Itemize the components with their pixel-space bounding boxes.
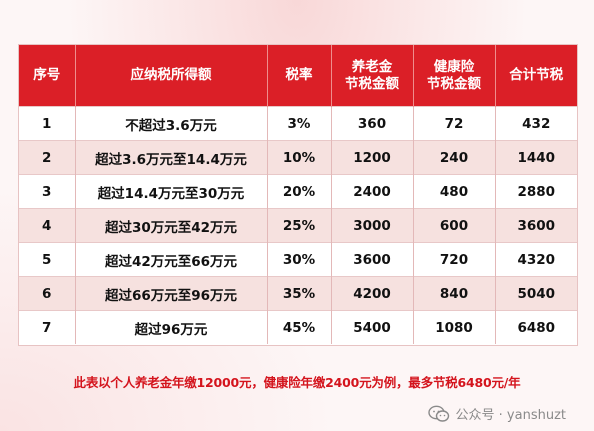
cell-rate: 20%: [267, 174, 332, 209]
header-taxable-income: 应纳税所得额: [75, 45, 268, 107]
cell-income: 超过66万元至96万元: [75, 276, 268, 311]
cell-index: 7: [19, 310, 76, 344]
cell-pension: 360: [331, 106, 414, 141]
cell-rate: 25%: [267, 208, 332, 243]
cell-rate: 3%: [267, 106, 332, 141]
header-pension-saving: 养老金 节税金额: [331, 45, 414, 107]
table-row: 1 不超过3.6万元 3% 360 72 432: [19, 106, 577, 141]
cell-total: 432: [495, 106, 577, 141]
cell-health: 1080: [413, 310, 496, 344]
tax-table-card: 序号 应纳税所得额 税率 养老金 节税金额 健康险 节税金额 合计节税 1 不超过3…: [18, 44, 578, 346]
cell-rate: 30%: [267, 242, 332, 277]
cell-income: 超过14.4万元至30万元: [75, 174, 268, 209]
cell-index: 2: [19, 140, 76, 175]
cell-health: 600: [413, 208, 496, 243]
cell-income: 超过30万元至42万元: [75, 208, 268, 243]
cell-pension: 4200: [331, 276, 414, 311]
cell-total: 1440: [495, 140, 577, 175]
cell-rate: 35%: [267, 276, 332, 311]
cell-total: 5040: [495, 276, 577, 311]
tax-table: 序号 应纳税所得额 税率 养老金 节税金额 健康险 节税金额 合计节税 1 不超过3…: [19, 45, 577, 344]
cell-health: 72: [413, 106, 496, 141]
cell-income: 超过42万元至66万元: [75, 242, 268, 277]
cell-pension: 3600: [331, 242, 414, 277]
header-total-saving: 合计节税: [495, 45, 577, 107]
cell-index: 3: [19, 174, 76, 209]
cell-index: 1: [19, 106, 76, 141]
cell-rate: 10%: [267, 140, 332, 175]
cell-rate: 45%: [267, 310, 332, 344]
table-header-row: 序号 应纳税所得额 税率 养老金 节税金额 健康险 节税金额 合计节税: [19, 45, 577, 107]
table-row: 7 超过96万元 45% 5400 1080 6480: [19, 310, 577, 344]
cell-total: 2880: [495, 174, 577, 209]
cell-index: 5: [19, 242, 76, 277]
cell-health: 480: [413, 174, 496, 209]
table-row: 3 超过14.4万元至30万元 20% 2400 480 2880: [19, 174, 577, 209]
cell-income: 超过96万元: [75, 310, 268, 344]
cell-income: 不超过3.6万元: [75, 106, 268, 141]
cell-total: 3600: [495, 208, 577, 243]
cell-health: 840: [413, 276, 496, 311]
header-index: 序号: [19, 45, 76, 107]
table-row: 4 超过30万元至42万元 25% 3000 600 3600: [19, 208, 577, 243]
cell-total: 4320: [495, 242, 577, 277]
cell-pension: 2400: [331, 174, 414, 209]
watermark-text: 公众号 · yanshuzt: [455, 408, 566, 423]
cell-index: 6: [19, 276, 76, 311]
watermark: 公众号 · yanshuzt: [427, 404, 566, 423]
cell-health: 240: [413, 140, 496, 175]
cell-income: 超过3.6万元至14.4万元: [75, 140, 268, 175]
cell-pension: 1200: [331, 140, 414, 175]
cell-index: 4: [19, 208, 76, 243]
wechat-icon: [427, 405, 450, 423]
cell-pension: 3000: [331, 208, 414, 243]
cell-pension: 5400: [331, 310, 414, 344]
header-tax-rate: 税率: [267, 45, 332, 107]
table-row: 2 超过3.6万元至14.4万元 10% 1200 240 1440: [19, 140, 577, 175]
table-row: 5 超过42万元至66万元 30% 3600 720 4320: [19, 242, 577, 277]
header-health-saving: 健康险 节税金额: [413, 45, 496, 107]
footnote: 此表以个人养老金年缴12000元，健康险年缴2400元为例，最多节税6480元/…: [73, 375, 521, 390]
table-row: 6 超过66万元至96万元 35% 4200 840 5040: [19, 276, 577, 311]
cell-total: 6480: [495, 310, 577, 344]
cell-health: 720: [413, 242, 496, 277]
